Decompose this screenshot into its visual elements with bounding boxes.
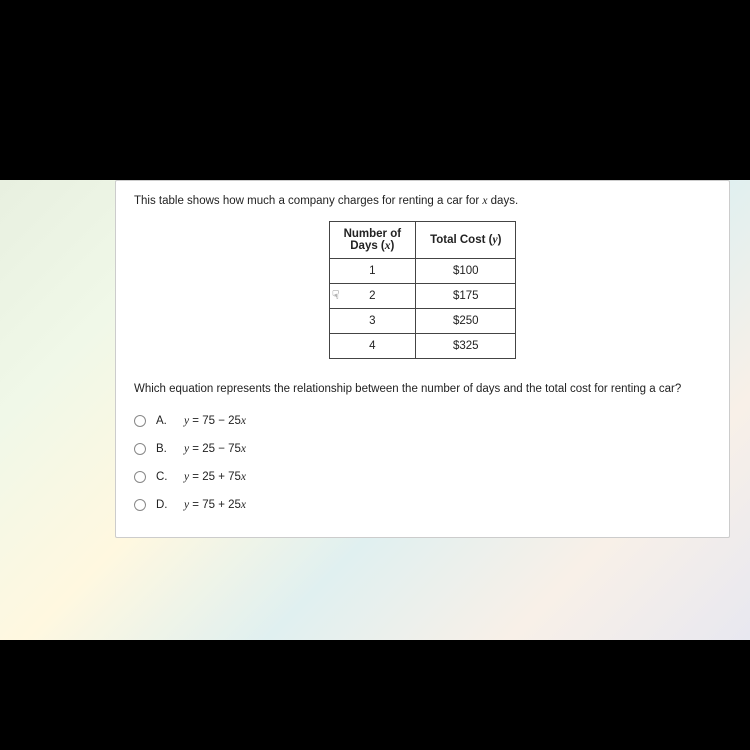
col-header-days: Number of Days (x)	[329, 222, 416, 259]
table-row: 2 $175	[329, 284, 516, 309]
option-equation: y = 75 + 25x	[184, 499, 246, 511]
table-header-row: Number of Days (x) Total Cost (y)	[329, 222, 516, 259]
option-equation: y = 25 − 75x	[184, 443, 246, 455]
hdr-cost-2: )	[498, 234, 502, 246]
intro-prefix: This table shows how much a company char…	[134, 195, 482, 207]
table-row: 4 $325	[329, 334, 516, 359]
intro-text: This table shows how much a company char…	[134, 195, 711, 207]
hdr-days-1: Number of	[344, 228, 402, 240]
eq-x: x	[241, 471, 246, 483]
option-c[interactable]: C. y = 25 + 75x	[134, 463, 711, 491]
cell-y: $175	[416, 284, 516, 309]
cell-y: $250	[416, 309, 516, 334]
cell-y: $325	[416, 334, 516, 359]
cell-x: 3	[329, 309, 416, 334]
radio-icon[interactable]	[134, 499, 146, 511]
option-equation: y = 25 + 75x	[184, 471, 246, 483]
intro-suffix: days.	[487, 195, 518, 207]
option-d[interactable]: D. y = 75 + 25x	[134, 491, 711, 519]
eq-mid: = 25 + 75	[189, 471, 241, 483]
cell-x: 4	[329, 334, 416, 359]
eq-mid: = 25 − 75	[189, 443, 241, 455]
radio-icon[interactable]	[134, 443, 146, 455]
hdr-days-2: Days (	[350, 240, 385, 252]
option-letter: B.	[156, 443, 174, 455]
hdr-days-3: )	[391, 240, 395, 252]
eq-x: x	[241, 443, 246, 455]
col-header-cost: Total Cost (y)	[416, 222, 516, 259]
option-a[interactable]: A. y = 75 − 25x	[134, 407, 711, 435]
cell-x: 2	[329, 284, 416, 309]
table-row: 3 $250	[329, 309, 516, 334]
cell-x: 1	[329, 259, 416, 284]
data-table: Number of Days (x) Total Cost (y) 1 $100…	[329, 221, 517, 359]
question-card: This table shows how much a company char…	[115, 180, 730, 538]
option-letter: D.	[156, 499, 174, 511]
options-list: A. y = 75 − 25x B. y = 25 − 75x C. y = 2…	[134, 407, 711, 519]
eq-mid: = 75 + 25	[189, 499, 241, 511]
screen-background: This table shows how much a company char…	[0, 180, 750, 640]
option-letter: C.	[156, 471, 174, 483]
option-equation: y = 75 − 25x	[184, 415, 246, 427]
radio-icon[interactable]	[134, 471, 146, 483]
radio-icon[interactable]	[134, 415, 146, 427]
eq-mid: = 75 − 25	[189, 415, 241, 427]
hdr-cost-1: Total Cost (	[430, 234, 492, 246]
eq-x: x	[241, 499, 246, 511]
option-letter: A.	[156, 415, 174, 427]
table-row: 1 $100	[329, 259, 516, 284]
question-text: Which equation represents the relationsh…	[134, 383, 711, 395]
option-b[interactable]: B. y = 25 − 75x	[134, 435, 711, 463]
cell-y: $100	[416, 259, 516, 284]
eq-x: x	[241, 415, 246, 427]
